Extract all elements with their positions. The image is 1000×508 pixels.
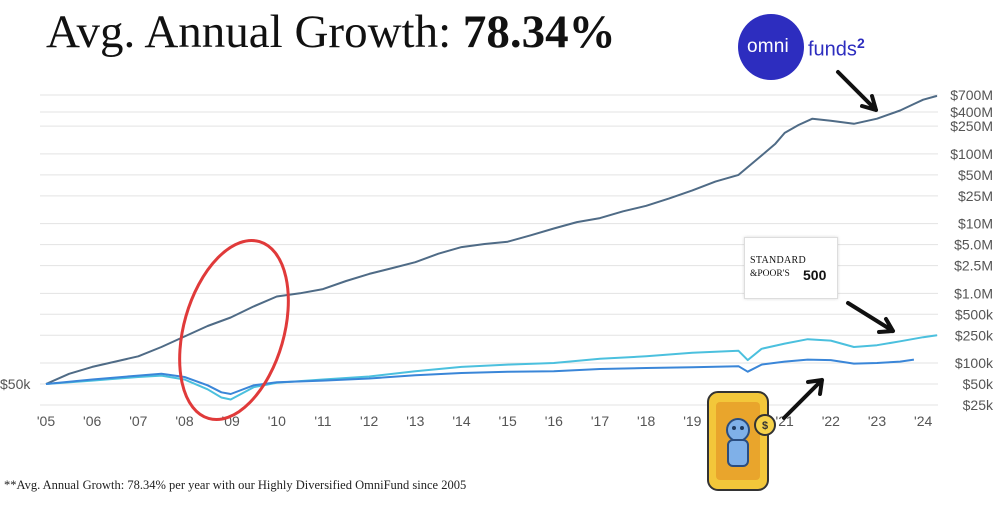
x-tick-label: '05 — [37, 413, 55, 429]
highlight-circle-annotation — [178, 238, 290, 422]
page-title: Avg. Annual Growth: 78.34% — [46, 2, 616, 62]
series-line-1 — [45, 334, 938, 401]
x-tick-label: '13 — [406, 413, 424, 429]
x-tick-label: '08 — [175, 413, 193, 429]
y-tick-label: $700M — [950, 87, 993, 103]
series-line-2 — [45, 358, 915, 395]
arrow-to-sp500-icon — [846, 301, 895, 334]
x-tick-label: '12 — [360, 413, 378, 429]
x-tick-label: '16 — [545, 413, 563, 429]
x-tick-label: '23 — [868, 413, 886, 429]
omnifunds-logo-text-omni: omni — [747, 36, 789, 57]
y-tick-label: $25M — [958, 188, 993, 204]
title-prefix: Avg. Annual Growth: — [46, 6, 463, 58]
arrow-to-omnifund-icon — [836, 70, 878, 112]
y-axis-labels: $700M$400M$250M $100M $50M $25M $10M $5.0M $2.… — [0, 87, 994, 413]
y-tick-label: $500k — [955, 306, 994, 322]
omnifunds-logo-text-funds: funds2 — [808, 35, 865, 61]
y-tick-label: $5.0M — [954, 237, 993, 253]
y-tick-label: $100M — [950, 146, 993, 162]
sp500-logo: STANDARD &POOR'S 500 — [744, 237, 838, 299]
start-value-label: $50k — [0, 376, 31, 392]
sp500-logo-line2: &POOR'S — [750, 269, 790, 279]
x-tick-label: '17 — [591, 413, 609, 429]
y-tick-label: $50k — [963, 376, 994, 392]
y-tick-label: $25k — [963, 397, 994, 413]
x-tick-label: '24 — [914, 413, 932, 429]
y-tick-label: $100k — [955, 355, 994, 371]
x-tick-label: '06 — [83, 413, 101, 429]
arrow-to-robot-fund-icon — [782, 378, 824, 420]
sp500-logo-line1: STANDARD — [750, 255, 807, 266]
footnote: **Avg. Annual Growth: 78.34% per year wi… — [4, 478, 467, 492]
title-value: 78.34% — [462, 6, 616, 58]
x-tick-label: '14 — [452, 413, 470, 429]
y-tick-label: $1.0M — [954, 285, 993, 301]
series-lines — [45, 94, 938, 401]
y-tick-label: $2.5M — [954, 258, 993, 274]
omnifunds-logo-circle — [738, 14, 804, 80]
x-tick-label: '22 — [822, 413, 840, 429]
x-tick-label: '10 — [268, 413, 286, 429]
x-tick-label: '19 — [683, 413, 701, 429]
robot-phone-icon: $ — [707, 391, 776, 491]
x-axis-labels: '05'06'07'08'09'10'11'12'13'14'15'16'17 '… — [37, 413, 933, 429]
y-tick-label: $250M — [950, 118, 993, 134]
y-tick-label: $50M — [958, 167, 993, 183]
omnifunds-logo: omni funds2 — [738, 14, 868, 80]
y-tick-label: $250k — [955, 327, 994, 343]
y-tick-label: $400M — [950, 104, 993, 120]
x-tick-label: '21 — [776, 413, 794, 429]
y-tick-label: $10M — [958, 216, 993, 232]
x-tick-label: '18 — [637, 413, 655, 429]
series-line-0 — [45, 94, 938, 385]
x-tick-label: '11 — [314, 413, 331, 429]
x-tick-label: '07 — [129, 413, 147, 429]
sp500-logo-number: 500 — [803, 267, 827, 283]
x-tick-label: '15 — [499, 413, 517, 429]
svg-text:$: $ — [762, 420, 768, 432]
